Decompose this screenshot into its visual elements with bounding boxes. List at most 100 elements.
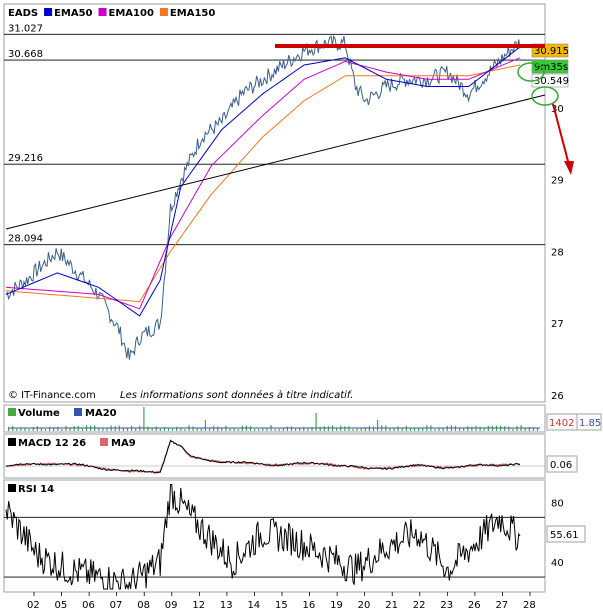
legend-swatch bbox=[98, 8, 107, 16]
volume-bar bbox=[147, 426, 149, 431]
x-tick-label: 12 bbox=[192, 600, 205, 611]
volume-bar bbox=[442, 427, 444, 431]
volume-bar bbox=[167, 427, 170, 431]
x-tick-label: 28 bbox=[523, 600, 536, 611]
volume-bar bbox=[389, 428, 391, 431]
volume-bar bbox=[241, 426, 243, 431]
x-tick-label: 22 bbox=[413, 600, 426, 611]
rsi-value-box bbox=[546, 525, 586, 543]
volume-bar bbox=[528, 427, 530, 431]
volume-bar bbox=[254, 428, 256, 431]
volume-bar bbox=[459, 428, 461, 431]
volume-bars bbox=[8, 407, 540, 431]
legend-swatch bbox=[100, 438, 108, 446]
volume-bar bbox=[377, 420, 379, 431]
volume-bar bbox=[200, 428, 202, 431]
volume-bar bbox=[500, 426, 502, 431]
level-label: 28.094 bbox=[8, 234, 43, 245]
circle-annotation-2 bbox=[531, 86, 559, 106]
volume-bar bbox=[28, 428, 30, 431]
ema100-line bbox=[5, 57, 521, 310]
volume-bar bbox=[290, 426, 293, 431]
volume-bar bbox=[233, 428, 235, 431]
legend-swatch bbox=[8, 408, 16, 416]
x-tick-label: 16 bbox=[303, 600, 316, 611]
volume-bar bbox=[24, 427, 26, 431]
volume-bar bbox=[286, 426, 288, 431]
volume-bar bbox=[307, 428, 309, 431]
y-tick-label: 30 bbox=[551, 104, 564, 115]
x-tick-label: 05 bbox=[55, 600, 68, 611]
x-tick-label: 19 bbox=[330, 600, 343, 611]
legend-label: EMA50 bbox=[54, 8, 92, 19]
x-tick-label: 15 bbox=[275, 600, 288, 611]
ema50-line bbox=[5, 46, 521, 317]
volume-bar bbox=[422, 427, 424, 431]
volume-bar bbox=[282, 428, 284, 431]
volume-bar bbox=[311, 427, 313, 431]
level-label: 29.216 bbox=[8, 153, 43, 164]
rsi-line bbox=[5, 484, 521, 591]
volume-bar bbox=[327, 426, 329, 431]
volume-bar bbox=[278, 428, 280, 431]
volume-bar bbox=[471, 426, 473, 431]
price-legend: EADS EMA50 EMA100 EMA150 bbox=[8, 8, 215, 19]
volume-bar bbox=[114, 426, 116, 431]
volume-bar bbox=[401, 427, 403, 431]
volume-bar bbox=[409, 427, 411, 431]
volume-bar bbox=[393, 428, 395, 431]
volume-bar bbox=[221, 427, 223, 431]
volume-bar bbox=[184, 428, 186, 431]
circle-annotation-1 bbox=[517, 62, 545, 82]
macd-panel bbox=[3, 433, 546, 479]
volume-bar bbox=[213, 426, 215, 431]
credit-text: © IT-Finance.com bbox=[8, 390, 96, 401]
ema150-line bbox=[5, 64, 521, 303]
price-box-label: 30.549 bbox=[534, 76, 569, 87]
level-label: 30.668 bbox=[8, 49, 43, 60]
price-box-label: 30.915 bbox=[534, 46, 569, 57]
volume-bar bbox=[274, 428, 276, 431]
legend-swatch bbox=[8, 484, 16, 492]
volume-bar bbox=[360, 427, 362, 431]
volume-bar bbox=[532, 427, 534, 431]
rsi-y-tick-label: 80 bbox=[551, 498, 564, 509]
volume-bar bbox=[266, 427, 268, 431]
volume-bar bbox=[204, 420, 206, 431]
volume-bar bbox=[512, 428, 514, 431]
volume-bar bbox=[303, 427, 305, 431]
rsi-value: 55.61 bbox=[550, 530, 579, 541]
volume-bar bbox=[176, 426, 178, 431]
volume-bar bbox=[397, 426, 399, 431]
volume-bar bbox=[508, 426, 510, 431]
volume-bar bbox=[299, 427, 301, 431]
volume-bar bbox=[249, 426, 252, 431]
volume-bar bbox=[467, 426, 469, 431]
macd-value: 0.06 bbox=[550, 460, 572, 471]
volume-bar bbox=[258, 428, 260, 431]
legend-label: EADS bbox=[8, 8, 38, 19]
x-axis: 02 05 06 07 08 09 12 13 14 15 16 19 20 21 22 23 26 27 28 bbox=[27, 592, 536, 611]
volume-bar bbox=[16, 428, 18, 431]
rsi-y-axis: 80 40 bbox=[551, 498, 564, 569]
legend-swatch bbox=[74, 408, 82, 416]
volume-bar bbox=[262, 428, 264, 431]
down-arrow-head bbox=[564, 161, 574, 175]
x-tick-label: 23 bbox=[440, 600, 453, 611]
volume-value: 1402 bbox=[549, 418, 574, 429]
volume-value-box bbox=[546, 413, 602, 431]
volume-legend: Volume MA20 bbox=[8, 408, 117, 419]
volume-bar bbox=[364, 426, 366, 431]
legend-label: EMA150 bbox=[170, 8, 215, 19]
volume-bar bbox=[348, 426, 350, 431]
volume-bar bbox=[208, 428, 211, 431]
legend-label: EMA100 bbox=[109, 8, 154, 19]
down-arrow-shaft bbox=[552, 103, 570, 166]
volume-bar bbox=[102, 427, 104, 431]
level-label: 31.027 bbox=[8, 23, 43, 34]
volume-bar bbox=[413, 427, 416, 431]
macd-legend: MACD 12 26 MA9 bbox=[8, 438, 136, 449]
y-tick-label: 29 bbox=[551, 176, 564, 187]
volume-bar bbox=[237, 428, 239, 431]
